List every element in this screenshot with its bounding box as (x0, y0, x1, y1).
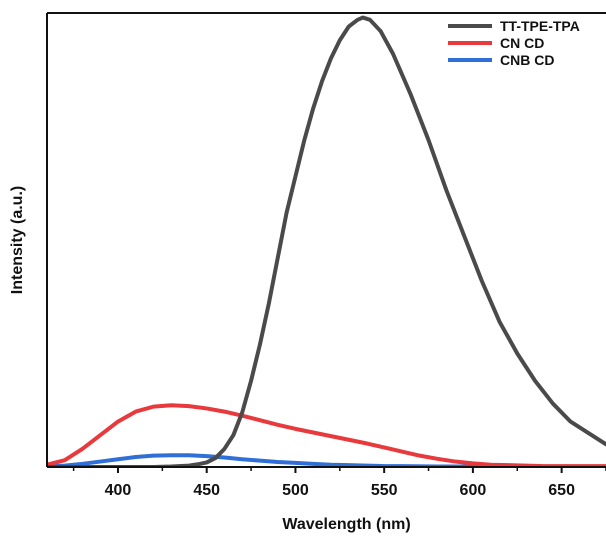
plot-area (47, 15, 606, 467)
x-tick-label-450: 450 (193, 482, 220, 499)
x-tick-label-500: 500 (282, 482, 309, 499)
legend-label-0: TT-TPE-TPA (500, 18, 580, 34)
series-group (47, 15, 606, 467)
x-tick-label-600: 600 (460, 482, 487, 499)
legend-label-1: CN CD (500, 35, 544, 51)
x-tick-label-550: 550 (371, 482, 398, 499)
axes: 400 450 500 550 600 650 Wavelength (nm) Intensi… (9, 12, 606, 533)
x-tick-label-400: 400 (105, 482, 132, 499)
y-axis-title: Intensity (a.u.) (9, 186, 26, 294)
x-axis-title: Wavelength (nm) (282, 516, 410, 533)
x-tick-label-650: 650 (548, 482, 575, 499)
legend-label-2: CNB CD (500, 52, 554, 68)
series-line-tt-tpe-tpa (47, 15, 606, 467)
series-line-cn-cd (47, 403, 606, 467)
